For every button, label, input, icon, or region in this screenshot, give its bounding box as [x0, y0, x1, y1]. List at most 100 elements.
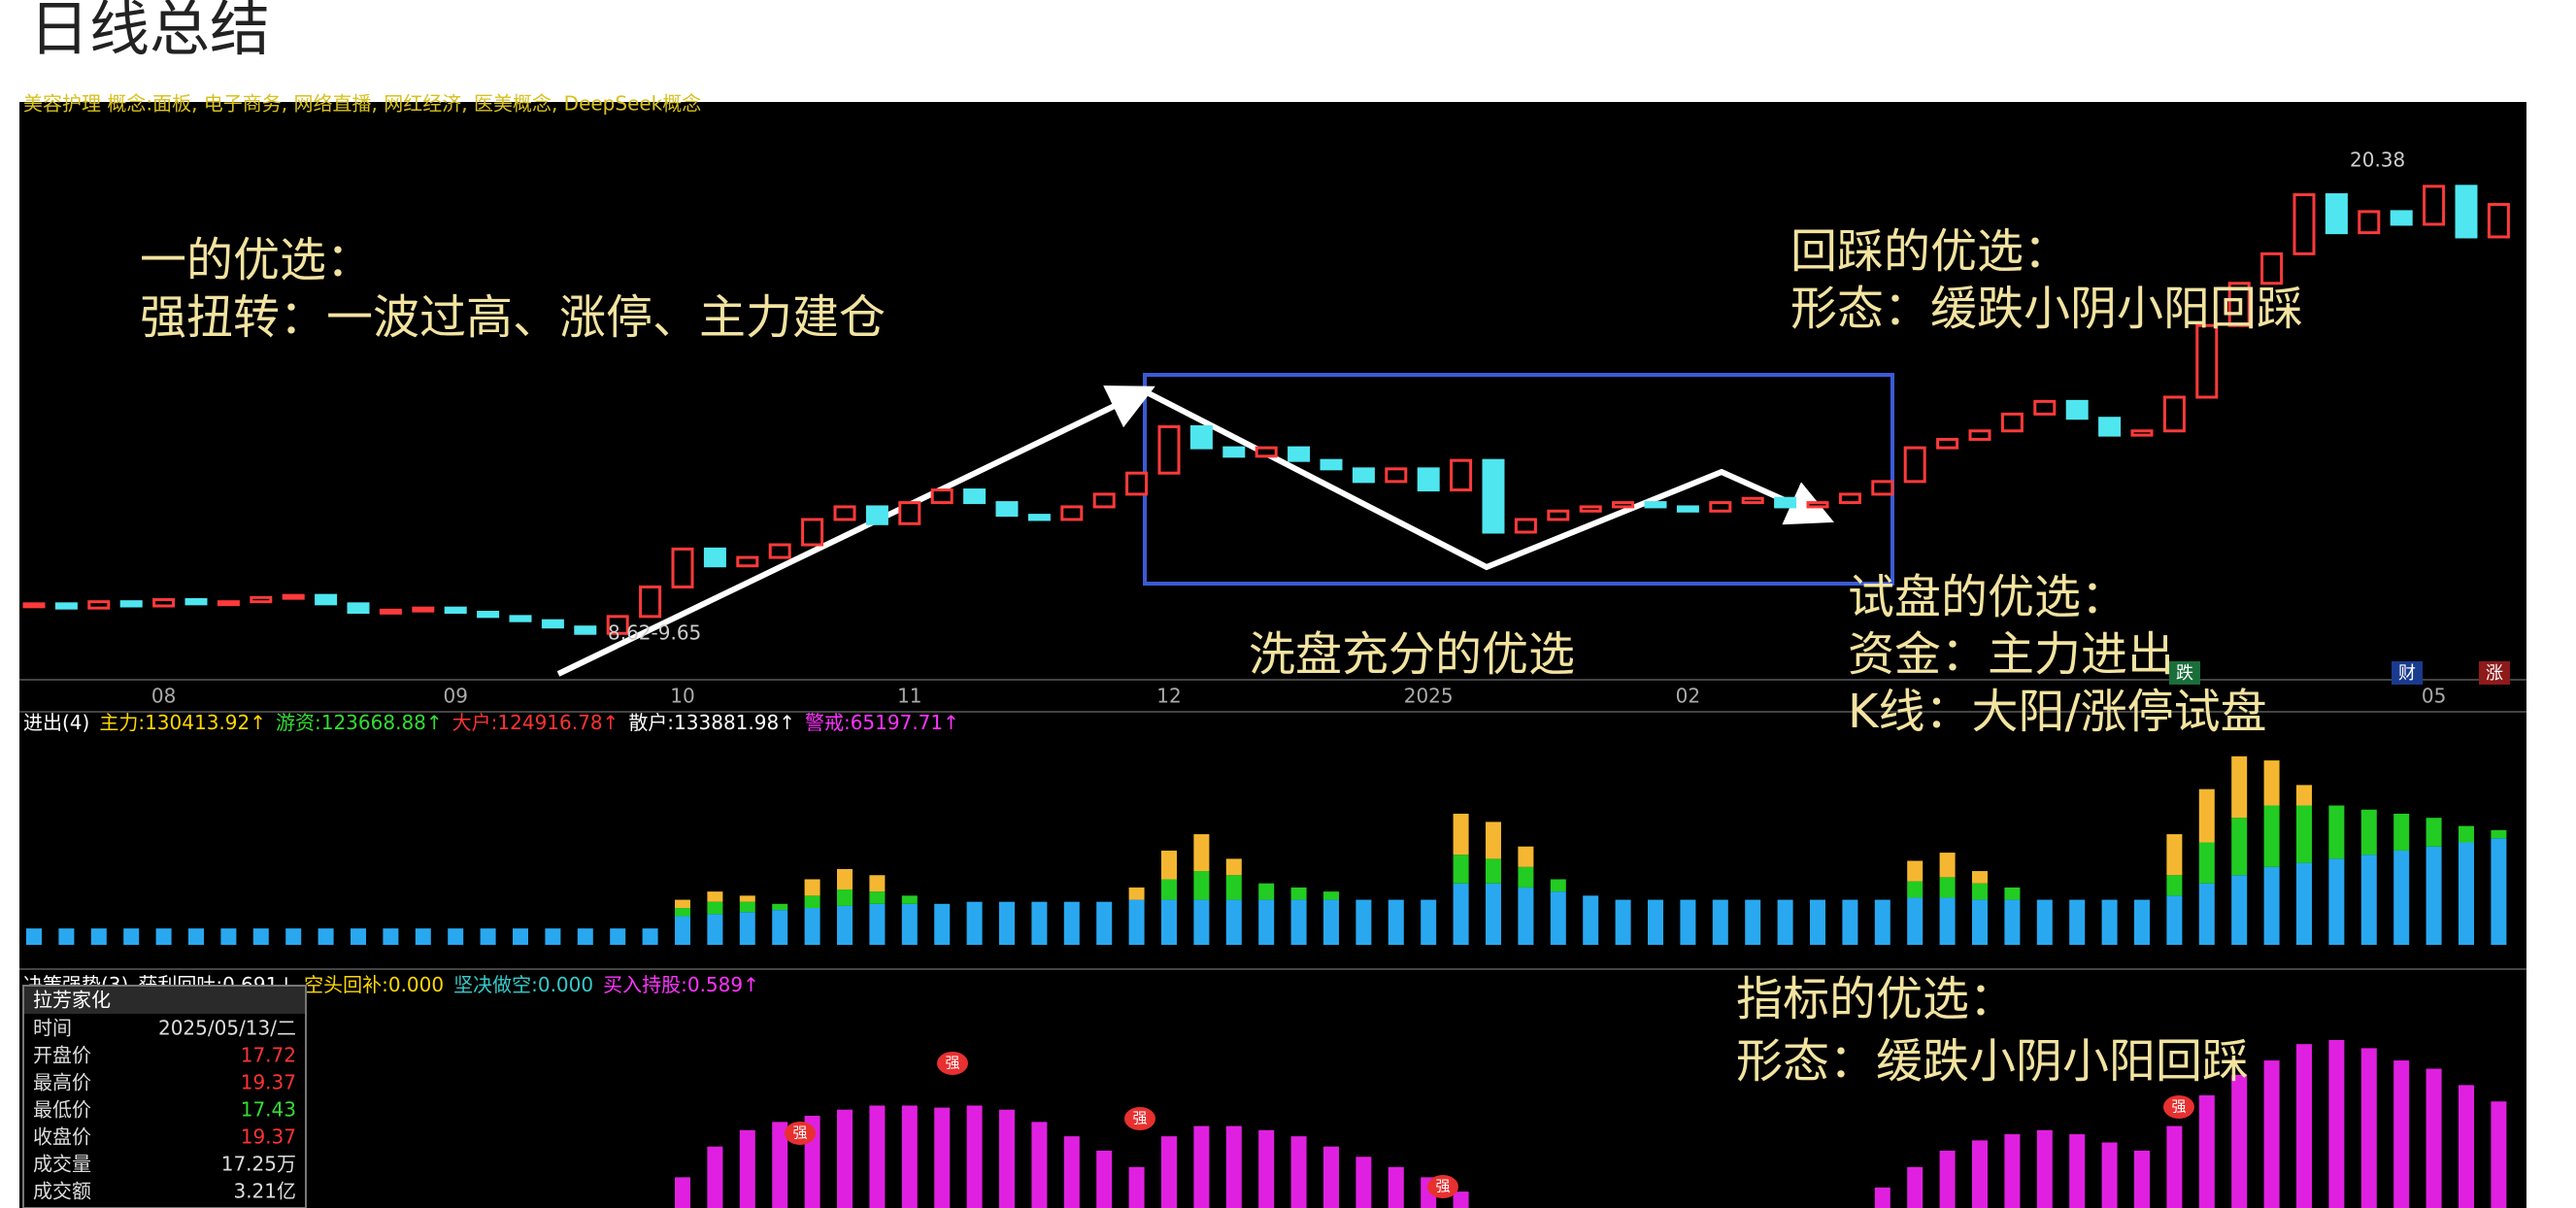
indicator-bar [739, 1129, 755, 1208]
candle [87, 600, 111, 610]
flow-bar [837, 868, 853, 890]
flow-bar [2328, 858, 2345, 945]
indicator-bar [934, 1107, 951, 1208]
flow-bar [351, 928, 366, 945]
flow-bar [804, 908, 820, 945]
flow-bar [2069, 899, 2086, 945]
flow-bar [1907, 897, 1924, 945]
panel-button-label: 涨 [2486, 663, 2503, 684]
candle [930, 488, 953, 505]
flow-bar [577, 928, 593, 945]
indicator-bar [675, 1177, 690, 1208]
indicator-bar [1225, 1125, 1242, 1208]
candle [1936, 437, 1959, 450]
flow-bar [1648, 899, 1663, 945]
candle [1222, 446, 1246, 458]
indicator-bar [1388, 1166, 1404, 1208]
candle [2227, 282, 2251, 327]
flow-bar [966, 901, 983, 945]
flow-bar [739, 895, 755, 902]
flow-bar [675, 899, 690, 909]
flow-bar [2231, 875, 2248, 945]
flow-bar [610, 928, 626, 945]
candle [1547, 509, 1570, 521]
flow-bar [252, 928, 269, 945]
flow-bar [2166, 895, 2183, 945]
flow-bar [2459, 825, 2474, 843]
candle [184, 597, 208, 606]
flow-bar [1518, 846, 1534, 867]
candle [54, 602, 78, 610]
flow-bar [2296, 805, 2312, 863]
flow-bar [707, 914, 723, 945]
info-box-title: 拉芳家化 [33, 989, 111, 1012]
flow-bar [1096, 901, 1113, 945]
candle [22, 602, 46, 609]
candle [1903, 446, 1926, 484]
flow-bar [804, 879, 820, 896]
flow-bar [2166, 834, 2183, 876]
flow-bar [1161, 899, 1177, 945]
flow-bar [2036, 899, 2053, 945]
candle [347, 602, 370, 615]
flow-bar [513, 928, 528, 945]
flow-bar [2425, 818, 2442, 847]
header-item: 游资:123668.88↑ [276, 711, 443, 734]
candle [671, 547, 694, 588]
annotation: 回踩的优选： [1790, 224, 2070, 279]
signal-badge [1427, 1175, 1458, 1198]
flow-bar [804, 895, 820, 909]
candle [2325, 193, 2348, 235]
flow-bar [2263, 760, 2280, 806]
info-key: 最高价 [33, 1071, 91, 1094]
indicator-bar [2166, 1125, 2183, 1208]
flow-bar [2360, 809, 2377, 856]
indicator-bar [1355, 1157, 1372, 1208]
flow-bar [1258, 899, 1275, 945]
header-item: 空头回补:0.000 [304, 973, 444, 996]
arrow [1143, 388, 1834, 571]
candle [1125, 471, 1149, 496]
indicator-bar [2491, 1101, 2507, 1208]
flow-bar [1486, 858, 1501, 884]
candle [2358, 210, 2381, 235]
flow-bar [1712, 899, 1728, 945]
flow-bar [1453, 855, 1469, 884]
flow-bar [1907, 881, 1924, 898]
flow-bar [1777, 899, 1793, 945]
candle [1092, 492, 1116, 509]
info-value: 17.72 [241, 1044, 296, 1067]
candle [639, 585, 662, 619]
flow-bar [999, 901, 1015, 945]
candle [898, 501, 921, 525]
x-tick-label: 02 [1676, 685, 1700, 708]
indicator-bar [2198, 1094, 2215, 1208]
candle [119, 600, 143, 608]
flow-bar [1874, 899, 1890, 945]
flow-bar [1290, 899, 1307, 945]
candle [606, 615, 629, 635]
candle [282, 593, 305, 600]
indicator-bar [1096, 1150, 1113, 1208]
candle [574, 625, 597, 635]
flow-bar [1193, 871, 1210, 900]
flow-bar [220, 928, 237, 945]
flow-bar [772, 910, 788, 945]
flow-bar [2360, 855, 2377, 945]
candle [1612, 501, 1635, 509]
indicator-bar [1161, 1136, 1177, 1208]
header-item: 散户:133881.98↑ [628, 711, 795, 734]
flow-bar [1550, 891, 1566, 945]
candle [736, 555, 759, 568]
annotation: 资金：主力进出 [1848, 627, 2174, 682]
indicator-bar [1874, 1187, 1890, 1208]
flow-bar [1550, 879, 1566, 892]
header-item: 进出(4) [23, 711, 89, 734]
annotation: 试盘的优选： [1848, 570, 2127, 624]
flow-bar [675, 916, 690, 945]
flow-bar [2101, 899, 2118, 945]
flow-bar [1225, 858, 1242, 876]
flow-bar [2263, 866, 2280, 945]
price-label: 8.62-9.65 [608, 621, 701, 645]
indicator-bar [2425, 1068, 2442, 1208]
